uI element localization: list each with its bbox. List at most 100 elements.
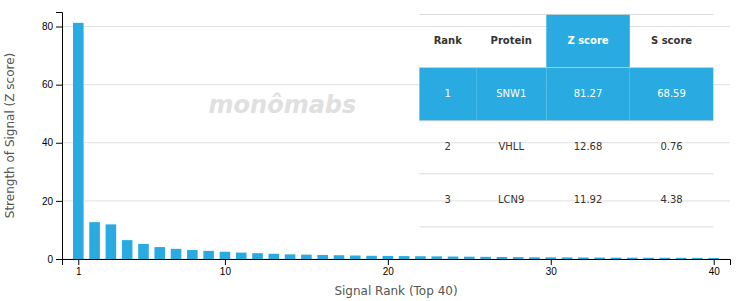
- x-axis-title: Signal Rank (Top 40): [334, 284, 457, 298]
- tick-mark: [56, 85, 62, 86]
- bar: [448, 257, 459, 259]
- tick-label: 20: [383, 266, 395, 277]
- tick-label: 1: [76, 266, 82, 277]
- axis-line: [56, 13, 63, 260]
- tick-mark: [56, 143, 62, 144]
- table-cell: 11.92: [574, 194, 603, 205]
- grid-line: [62, 142, 730, 143]
- table-cell: 4.38: [660, 194, 682, 205]
- bar: [220, 252, 231, 259]
- table-cell: 3: [445, 194, 451, 205]
- bar: [692, 258, 703, 259]
- table-header: S score: [651, 35, 692, 46]
- table-cell-bg: [476, 68, 546, 121]
- tick-label: 80: [42, 21, 54, 32]
- table-cell-bg: [419, 68, 476, 121]
- tick-mark: [225, 259, 226, 265]
- bar: [138, 244, 149, 259]
- table-cell: 0.76: [660, 141, 682, 152]
- tick-label: 60: [42, 79, 54, 90]
- bar: [301, 255, 312, 259]
- tick-mark: [78, 259, 79, 265]
- bar: [660, 258, 671, 259]
- bar: [497, 257, 508, 259]
- tick-mark: [56, 259, 62, 260]
- tick: 1: [76, 259, 82, 277]
- table-header: Z score: [567, 35, 608, 46]
- bar: [611, 258, 622, 259]
- table-divider: [419, 67, 713, 68]
- bar: [562, 257, 573, 259]
- tick-label: 40: [42, 137, 54, 148]
- tick-mark: [551, 259, 552, 265]
- y-axis: 0 20 40 60 80: [42, 13, 63, 265]
- bar: [578, 257, 589, 259]
- tick: 40: [709, 259, 721, 277]
- tick: 40: [42, 137, 62, 148]
- table-cell-bg: [630, 68, 714, 121]
- tick: 20: [42, 196, 62, 207]
- bar: [464, 257, 475, 259]
- table-cell: LCN9: [498, 194, 524, 205]
- tick-label: 20: [42, 196, 54, 207]
- bar: [627, 258, 638, 259]
- x-axis: 1 10 20 30 40: [63, 259, 731, 277]
- bar: [513, 257, 524, 259]
- tick: 60: [42, 79, 62, 90]
- bar: [350, 256, 361, 259]
- table-cell: SNW1: [496, 88, 526, 99]
- bar: [89, 222, 100, 259]
- tick-label: 40: [709, 266, 721, 277]
- watermark: monômabs: [209, 91, 357, 119]
- y-axis-title: Strength of Signal (Z score): [3, 53, 17, 218]
- tick: 80: [42, 21, 62, 32]
- bar: [594, 258, 605, 259]
- table-cell-bg: [546, 14, 630, 67]
- table-divider: [419, 120, 713, 121]
- bar: [383, 256, 394, 259]
- table-cell: 12.68: [574, 141, 603, 152]
- axis-line: [63, 260, 731, 266]
- table-header: Rank: [434, 35, 463, 46]
- bar: [187, 250, 198, 259]
- bar: [73, 23, 84, 259]
- tick: 20: [383, 259, 395, 277]
- tick: 30: [546, 259, 558, 277]
- bar: [431, 256, 442, 259]
- table-divider: [419, 173, 713, 174]
- table-header: Protein: [491, 35, 532, 46]
- bar: [106, 224, 117, 259]
- bar: [708, 258, 719, 259]
- tick-mark: [388, 259, 389, 265]
- tick-label: 10: [220, 266, 232, 277]
- table-cell: 81.27: [574, 88, 603, 99]
- bar: [676, 258, 687, 259]
- tick-mark: [56, 201, 62, 202]
- tick-mark: [714, 259, 715, 265]
- bar: [545, 257, 556, 259]
- table-cell-bg: [546, 68, 630, 121]
- bar: [529, 257, 540, 259]
- table-divider: [419, 226, 713, 227]
- table-cell: 2: [445, 141, 451, 152]
- bar: [252, 253, 263, 259]
- table-cell: 68.59: [657, 88, 686, 99]
- bar: [154, 247, 165, 259]
- table-divider: [419, 14, 713, 15]
- bar: [269, 254, 280, 259]
- bar: [285, 254, 296, 259]
- grid-line: [62, 200, 730, 201]
- bar: [122, 240, 133, 259]
- bar: [366, 256, 377, 259]
- bar: [480, 257, 491, 259]
- bar: [203, 251, 214, 259]
- tick-mark: [56, 27, 62, 28]
- table: Rank Protein Z score S score 1 SNW1 81.27 68.59…: [419, 14, 713, 226]
- chart: monômabs 1 10 20 30 40 0 20 40 60 80 Rank Protein Z s…: [0, 0, 750, 301]
- bar: [236, 253, 247, 259]
- table-cell: VHLL: [498, 141, 524, 152]
- bar: [317, 255, 328, 259]
- bar: [334, 255, 345, 259]
- table-cell: 1: [445, 88, 451, 99]
- tick: 0: [47, 254, 62, 265]
